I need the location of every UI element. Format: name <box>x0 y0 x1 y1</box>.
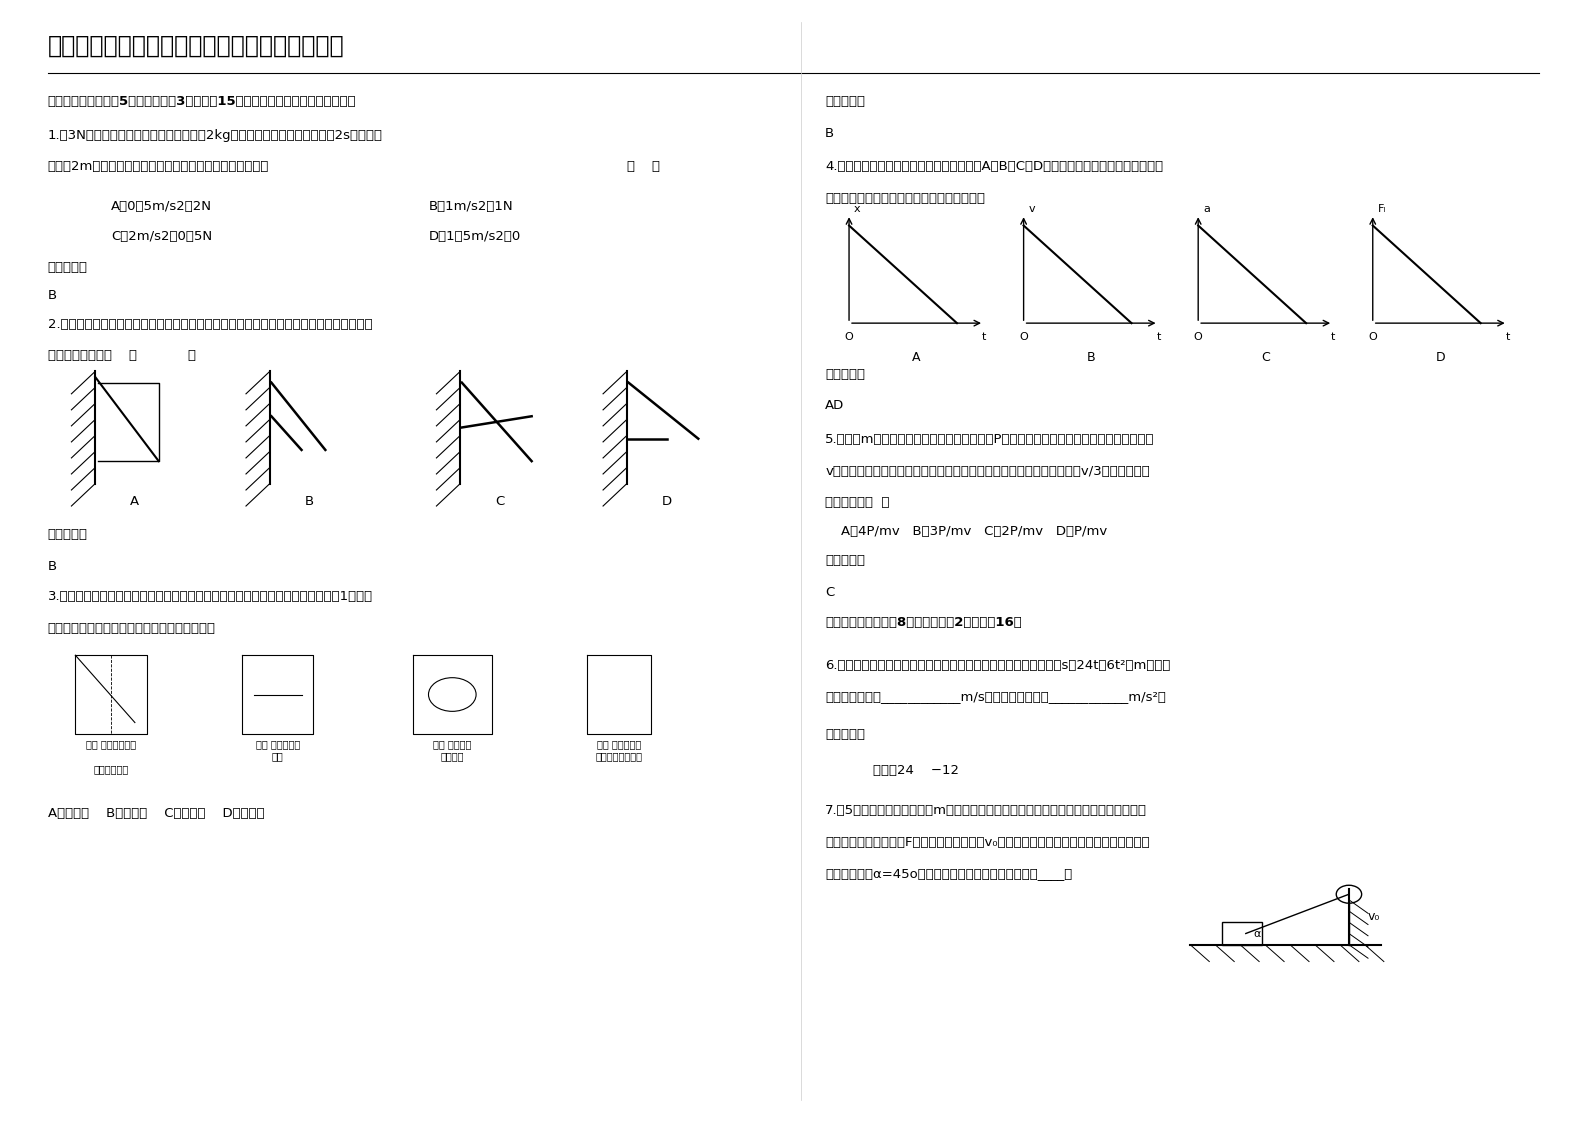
Text: 参考答案：: 参考答案： <box>825 95 865 109</box>
Text: D: D <box>662 495 671 508</box>
Text: D: D <box>1435 351 1446 365</box>
Text: B: B <box>825 127 835 140</box>
Text: AD: AD <box>825 399 844 413</box>
Text: 参考答案：: 参考答案： <box>825 368 865 381</box>
Text: B: B <box>48 289 57 303</box>
Text: 5.质量为m的汽车，发动机启动后以额定功率P沿水平道路行驶，经过一段时间后达到速度: 5.质量为m的汽车，发动机启动后以额定功率P沿水平道路行驶，经过一段时间后达到速… <box>825 433 1155 447</box>
Text: B: B <box>48 560 57 573</box>
Text: 4.下列四个图象中，依次分别表示四个物体A、B、C、D的位移、速度、加速度和摩擦力随: 4.下列四个图象中，依次分别表示四个物体A、B、C、D的位移、速度、加速度和摩擦… <box>825 160 1163 174</box>
Text: t: t <box>1331 332 1335 342</box>
Text: 可能实现的方案是    （            ）: 可能实现的方案是 （ ） <box>48 349 195 362</box>
Text: t: t <box>1506 332 1509 342</box>
Text: C．2m/s2，0．5N: C．2m/s2，0．5N <box>111 230 213 243</box>
Text: 水平方向夹角α=45o过程中，绳中拉力对物体做的功为____。: 水平方向夹角α=45o过程中，绳中拉力对物体做的功为____。 <box>825 867 1073 881</box>
Text: O: O <box>1019 332 1028 342</box>
Text: 位移是2m，则物体的加速度大小和所受摩擦力的大小分别是: 位移是2m，则物体的加速度大小和所受摩擦力的大小分别是 <box>48 160 268 174</box>
Text: t: t <box>1157 332 1160 342</box>
Text: 图丁 探究加速度
与力、质量的关系: 图丁 探究加速度 与力、质量的关系 <box>595 739 643 761</box>
Text: 上海民办行知高级中学高三物理月考试题含解析: 上海民办行知高级中学高三物理月考试题含解析 <box>48 34 344 57</box>
Text: B: B <box>305 495 314 508</box>
Text: A．4P/mv   B．3P/mv   C．2P/mv   D．P/mv: A．4P/mv B．3P/mv C．2P/mv D．P/mv <box>841 525 1108 539</box>
Text: B: B <box>1087 351 1095 365</box>
Text: 参考答案：: 参考答案： <box>48 528 87 542</box>
Text: 和自由落体运: 和自由落体运 <box>94 764 129 774</box>
Text: Fₗ: Fₗ <box>1378 204 1385 214</box>
Text: x: x <box>854 204 860 214</box>
Text: C: C <box>825 586 835 599</box>
Text: O: O <box>844 332 854 342</box>
Text: 参考答案：: 参考答案： <box>48 261 87 275</box>
Text: A．甲、乙    B．乙、丙    C．甲、丙    D．丙、丁: A．甲、乙 B．乙、丙 C．甲、丙 D．丙、丁 <box>48 807 263 820</box>
Text: 答案：24    −12: 答案：24 −12 <box>873 764 959 778</box>
Text: 物体的初速度为____________m/s，物体的加速度为____________m/s²。: 物体的初速度为____________m/s，物体的加速度为__________… <box>825 690 1166 703</box>
Text: 二、填空题：本题共8小题，每小题2分，共计16分: 二、填空题：本题共8小题，每小题2分，共计16分 <box>825 616 1022 629</box>
Text: 2.如图所示为四种悬挂镜框的方案，设墙壁光滑，镜框重心位置在镜框的正中间，指出图中: 2.如图所示为四种悬挂镜框的方案，设墙壁光滑，镜框重心位置在镜框的正中间，指出图… <box>48 318 373 331</box>
Text: 7.（5分）如图所示，质量为m的物体置于光滑水平面上，一根绳子跨过定滑轮一端固定: 7.（5分）如图所示，质量为m的物体置于光滑水平面上，一根绳子跨过定滑轮一端固定 <box>825 804 1147 818</box>
Text: 时间变化的规律，其中物体可能受力平衡的是: 时间变化的规律，其中物体可能受力平衡的是 <box>825 192 986 205</box>
Text: 图乙 观察桌面微
形变: 图乙 观察桌面微 形变 <box>256 739 300 761</box>
Text: 3.学习物理不仅要掌握物理知识，还要领悟并掌握处理物理问题的思想方法。在图1所示的: 3.学习物理不仅要掌握物理知识，还要领悟并掌握处理物理问题的思想方法。在图1所示… <box>48 590 373 604</box>
Text: t: t <box>982 332 986 342</box>
Text: 度的大小为（  ）: 度的大小为（ ） <box>825 496 890 509</box>
Text: C: C <box>1262 351 1270 365</box>
Text: 几个实验中，研究物理问题的思想方法相同的是: 几个实验中，研究物理问题的思想方法相同的是 <box>48 622 216 635</box>
Text: A: A <box>130 495 140 508</box>
Bar <box>1222 922 1262 945</box>
Text: v: v <box>1028 204 1035 214</box>
Text: 6.一物体在水平面上做匀变速直线运动，其位移与时间的关系为：s＝24t－6t²（m），则: 6.一物体在水平面上做匀变速直线运动，其位移与时间的关系为：s＝24t－6t²（… <box>825 659 1171 672</box>
Text: α: α <box>1254 929 1262 939</box>
Text: 图甲 比较平抛运动: 图甲 比较平抛运动 <box>86 739 136 749</box>
Text: A: A <box>913 351 920 365</box>
Text: 参考答案：: 参考答案： <box>825 554 865 568</box>
Text: O: O <box>1193 332 1203 342</box>
Text: 图丙 测定万有
引力常量: 图丙 测定万有 引力常量 <box>433 739 471 761</box>
Text: a: a <box>1203 204 1209 214</box>
Text: D．1．5m/s2，0: D．1．5m/s2，0 <box>428 230 521 243</box>
Text: v匀速行驶，若行驶中受到的摩擦阻力大小不变，则在加速过程中车速为v/3时，汽车加速: v匀速行驶，若行驶中受到的摩擦阻力大小不变，则在加速过程中车速为v/3时，汽车加… <box>825 465 1151 478</box>
Text: 一、选择题：本题共5小题，每小题3分，共计15分．每小题只有一个选项符合题意: 一、选择题：本题共5小题，每小题3分，共计15分．每小题只有一个选项符合题意 <box>48 95 355 109</box>
Text: v₀: v₀ <box>1368 910 1381 923</box>
Text: （    ）: （ ） <box>627 160 660 174</box>
Text: C: C <box>495 495 505 508</box>
Text: 参考答案：: 参考答案： <box>825 728 865 742</box>
Text: B．1m/s2，1N: B．1m/s2，1N <box>428 200 513 213</box>
Text: A．0．5m/s2，2N: A．0．5m/s2，2N <box>111 200 213 213</box>
Text: O: O <box>1368 332 1378 342</box>
Text: 在物体上，另一端在力F作用下，以恒定速率v₀竖直向下运动，物体由静止开始运动到绳与: 在物体上，另一端在力F作用下，以恒定速率v₀竖直向下运动，物体由静止开始运动到绳… <box>825 836 1151 849</box>
Text: 1.用3N的水平恒力，使水平面上一质量为2kg的物体，从静止开始运动，在2s内通过的: 1.用3N的水平恒力，使水平面上一质量为2kg的物体，从静止开始运动，在2s内通… <box>48 129 382 142</box>
